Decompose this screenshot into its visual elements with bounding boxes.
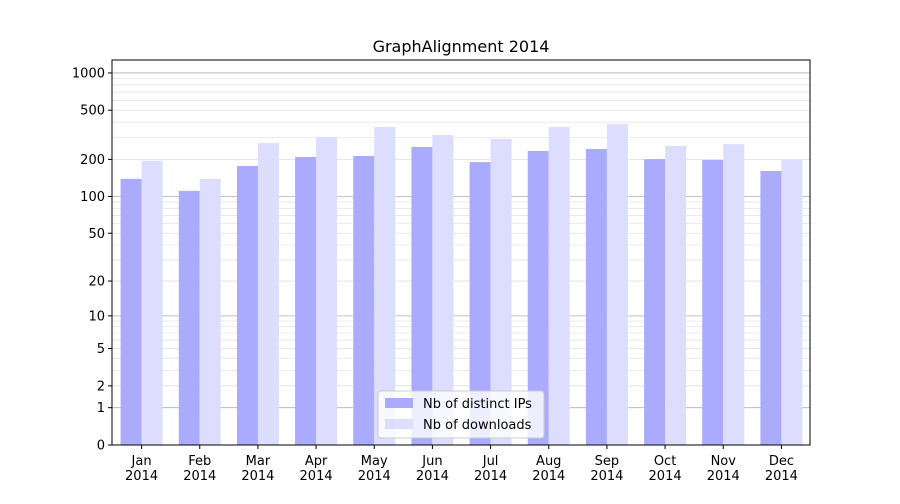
bar bbox=[353, 156, 375, 445]
bar bbox=[723, 144, 745, 445]
bar bbox=[527, 150, 549, 445]
x-tick-label: Apr 2014 bbox=[300, 454, 333, 484]
bar bbox=[257, 143, 279, 445]
bar bbox=[760, 171, 782, 445]
y-tick-label: 2 bbox=[97, 379, 105, 394]
bar bbox=[295, 157, 317, 445]
bar bbox=[432, 135, 454, 445]
bar bbox=[199, 178, 221, 445]
bar bbox=[411, 147, 433, 445]
y-tick-label: 100 bbox=[80, 190, 105, 205]
bar bbox=[236, 165, 258, 445]
bar bbox=[316, 136, 338, 445]
bar bbox=[490, 138, 512, 445]
legend-box bbox=[377, 390, 545, 439]
y-tick-label: 50 bbox=[88, 227, 105, 242]
y-tick-label: 500 bbox=[80, 104, 105, 119]
x-tick-label: Jun 2014 bbox=[416, 454, 449, 484]
bar bbox=[606, 123, 628, 445]
x-tick-label: May 2014 bbox=[358, 454, 391, 484]
y-tick-label: 20 bbox=[88, 275, 105, 290]
bar bbox=[644, 159, 666, 446]
x-tick-label: Jul 2014 bbox=[474, 454, 507, 484]
legend-label: Nb of distinct IPs bbox=[423, 397, 532, 412]
legend-label: Nb of downloads bbox=[423, 418, 532, 433]
bar bbox=[120, 178, 142, 445]
x-tick-label: Jan 2014 bbox=[125, 454, 158, 484]
legend-swatch bbox=[385, 419, 413, 429]
x-tick-label: Feb 2014 bbox=[183, 454, 216, 484]
x-tick-label: Oct 2014 bbox=[649, 454, 682, 484]
x-tick-label: Mar 2014 bbox=[241, 454, 274, 484]
y-tick-label: 10 bbox=[88, 309, 105, 324]
bar bbox=[548, 126, 570, 445]
chart-title: GraphAlignment 2014 bbox=[373, 37, 550, 56]
x-tick-label: Aug 2014 bbox=[532, 454, 565, 484]
bar bbox=[585, 148, 607, 445]
bar bbox=[781, 159, 803, 446]
bar bbox=[374, 126, 396, 445]
bar bbox=[178, 190, 200, 445]
y-tick-label: 0 bbox=[97, 439, 105, 454]
y-tick-label: 1000 bbox=[72, 66, 105, 81]
bar bbox=[702, 159, 724, 446]
y-tick-label: 5 bbox=[97, 342, 105, 357]
y-tick-label: 1 bbox=[97, 401, 105, 416]
x-tick-label: Sep 2014 bbox=[590, 454, 623, 484]
x-tick-label: Dec 2014 bbox=[765, 454, 798, 484]
bar bbox=[665, 145, 687, 445]
x-tick-label: Nov 2014 bbox=[707, 454, 740, 484]
bar bbox=[141, 160, 163, 445]
legend: Nb of distinct IPs Nb of downloads bbox=[377, 390, 545, 439]
bar bbox=[469, 162, 491, 445]
plot-frame bbox=[111, 59, 811, 446]
legend-swatch bbox=[385, 398, 413, 408]
y-tick-label: 200 bbox=[80, 153, 105, 168]
